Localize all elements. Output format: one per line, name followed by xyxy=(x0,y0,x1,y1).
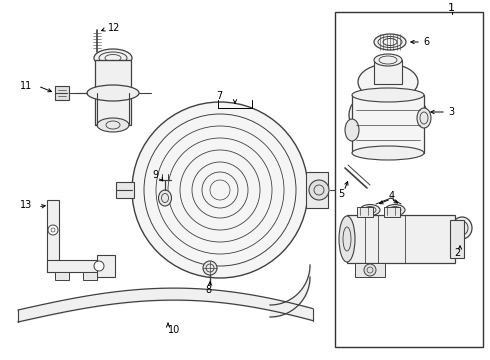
Bar xyxy=(450,220,464,258)
Ellipse shape xyxy=(158,190,172,206)
Text: 6: 6 xyxy=(423,37,429,47)
Ellipse shape xyxy=(385,204,405,216)
Bar xyxy=(384,207,400,217)
Bar xyxy=(97,255,115,277)
Ellipse shape xyxy=(374,34,406,50)
Bar xyxy=(352,95,424,153)
Ellipse shape xyxy=(94,49,132,67)
Ellipse shape xyxy=(345,119,359,141)
Ellipse shape xyxy=(339,216,355,262)
Text: 2: 2 xyxy=(454,248,460,258)
Ellipse shape xyxy=(360,204,380,216)
Bar xyxy=(47,200,59,272)
Bar xyxy=(335,12,483,347)
Bar xyxy=(95,60,131,125)
Circle shape xyxy=(48,225,58,235)
Ellipse shape xyxy=(87,85,139,101)
Ellipse shape xyxy=(364,264,376,276)
Ellipse shape xyxy=(417,108,431,128)
Bar xyxy=(83,272,97,280)
Bar xyxy=(306,172,328,208)
Ellipse shape xyxy=(352,88,424,102)
Text: 7: 7 xyxy=(216,91,222,101)
Circle shape xyxy=(203,261,217,275)
Bar xyxy=(116,182,134,198)
Bar xyxy=(47,260,109,272)
Bar xyxy=(357,207,373,217)
Bar xyxy=(55,272,69,280)
Text: 4: 4 xyxy=(389,191,395,201)
Ellipse shape xyxy=(97,118,129,132)
Text: 3: 3 xyxy=(448,107,454,117)
Bar xyxy=(55,86,69,100)
Text: 8: 8 xyxy=(205,285,211,295)
Ellipse shape xyxy=(374,54,402,66)
Circle shape xyxy=(132,102,308,278)
Text: 12: 12 xyxy=(108,23,121,33)
Bar xyxy=(355,263,385,277)
Bar xyxy=(347,215,455,263)
Circle shape xyxy=(94,261,104,271)
Ellipse shape xyxy=(452,217,472,239)
Text: 13: 13 xyxy=(20,200,32,210)
Text: 11: 11 xyxy=(20,81,32,91)
Circle shape xyxy=(309,180,329,200)
Text: 9: 9 xyxy=(152,170,158,180)
Text: 5: 5 xyxy=(338,189,344,199)
Bar xyxy=(374,60,402,84)
Ellipse shape xyxy=(352,146,424,160)
Text: 10: 10 xyxy=(168,325,180,335)
Ellipse shape xyxy=(349,87,427,143)
Text: 1: 1 xyxy=(448,3,455,13)
Ellipse shape xyxy=(358,64,418,100)
